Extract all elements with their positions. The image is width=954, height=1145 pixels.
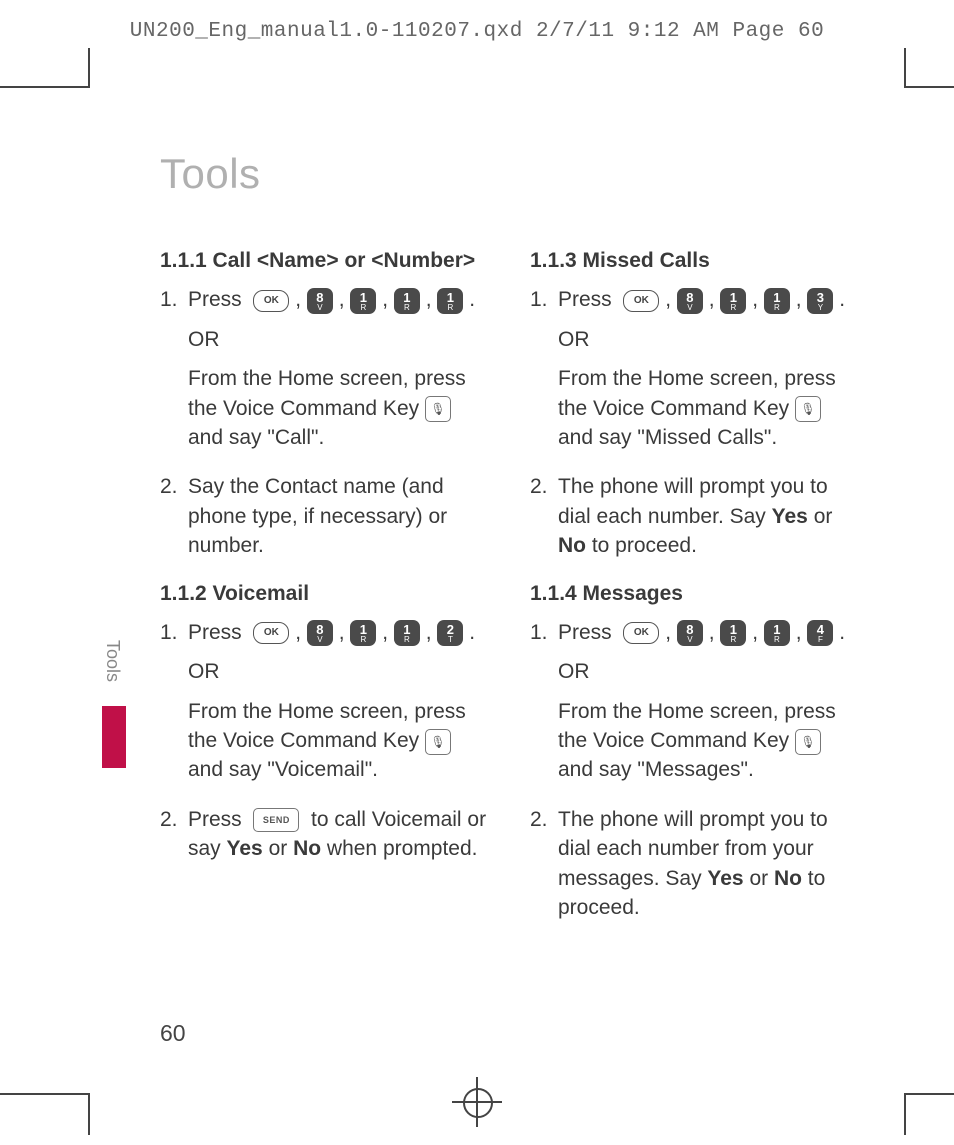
crop-mark — [904, 86, 954, 88]
press-label: Press — [188, 621, 242, 644]
side-tab-bar — [102, 706, 126, 768]
two-column-layout: 1.1.1 Call <Name> or <Number> 1. Press O… — [160, 228, 880, 932]
crop-mark — [88, 1095, 90, 1135]
side-tab-label: Tools — [102, 640, 123, 700]
print-slug: UN200_Eng_manual1.0-110207.qxd 2/7/11 9:… — [0, 20, 954, 43]
step-number: 2. — [160, 472, 182, 560]
step-114-1: 1. Press OK , 8V , 1R , 1R , 4F . OR Fro… — [530, 618, 860, 795]
side-tab: Tools — [102, 640, 126, 770]
voice-command-key-icon: 🎙 — [425, 729, 451, 755]
key-1-icon: 1R — [394, 288, 420, 314]
key-8-icon: 8V — [307, 620, 333, 646]
key-1-icon: 1R — [720, 288, 746, 314]
key-1-icon: 1R — [764, 288, 790, 314]
press-label: Press — [188, 288, 242, 311]
key-8-icon: 8V — [677, 620, 703, 646]
key-1-icon: 1R — [764, 620, 790, 646]
instruction-text: From the Home screen, press the Voice Co… — [188, 364, 490, 452]
crop-mark — [904, 48, 906, 88]
ok-key-icon: OK — [623, 622, 659, 644]
step-112-2: 2. Press SEND to call Voicemail or say Y… — [160, 805, 490, 864]
section-heading-112: 1.1.2 Voicemail — [160, 579, 490, 608]
section-heading-111: 1.1.1 Call <Name> or <Number> — [160, 246, 490, 275]
key-1-icon: 1R — [720, 620, 746, 646]
ok-key-icon: OK — [253, 290, 289, 312]
key-1-icon: 1R — [350, 288, 376, 314]
left-column: 1.1.1 Call <Name> or <Number> 1. Press O… — [160, 228, 490, 932]
step-111-1: 1. Press OK , 8V , 1R , 1R , 1R . OR Fro… — [160, 285, 490, 462]
or-label: OR — [558, 657, 860, 686]
crop-mark — [0, 1093, 90, 1095]
press-label: Press — [558, 288, 612, 311]
crop-mark — [904, 1095, 906, 1135]
right-column: 1.1.3 Missed Calls 1. Press OK , 8V , 1R… — [530, 228, 860, 932]
step-114-2: 2. The phone will prompt you to dial eac… — [530, 805, 860, 923]
step-111-2: 2. Say the Contact name (and phone type,… — [160, 472, 490, 560]
step-112-1: 1. Press OK , 8V , 1R , 1R , 2T . OR Fro… — [160, 618, 490, 795]
step-body: Press SEND to call Voicemail or say Yes … — [188, 805, 490, 864]
step-number: 2. — [530, 472, 552, 560]
step-113-2: 2. The phone will prompt you to dial eac… — [530, 472, 860, 560]
send-key-icon: SEND — [253, 808, 299, 832]
step-body: Press OK , 8V , 1R , 1R , 1R . OR From t… — [188, 285, 490, 462]
ok-key-icon: OK — [623, 290, 659, 312]
step-number: 1. — [530, 285, 552, 462]
key-2-icon: 2T — [437, 620, 463, 646]
key-4-icon: 4F — [807, 620, 833, 646]
page-number: 60 — [160, 1020, 186, 1047]
page-title: Tools — [160, 150, 880, 198]
voice-command-key-icon: 🎙 — [795, 729, 821, 755]
crop-mark — [0, 86, 90, 88]
key-8-icon: 8V — [307, 288, 333, 314]
step-body: Say the Contact name (and phone type, if… — [188, 472, 490, 560]
section-heading-114: 1.1.4 Messages — [530, 579, 860, 608]
crop-mark — [88, 48, 90, 88]
instruction-text: From the Home screen, press the Voice Co… — [558, 364, 860, 452]
instruction-text: From the Home screen, press the Voice Co… — [188, 697, 490, 785]
step-number: 2. — [530, 805, 552, 923]
or-label: OR — [188, 657, 490, 686]
or-label: OR — [188, 325, 490, 354]
crop-mark — [904, 1093, 954, 1095]
voice-command-key-icon: 🎙 — [795, 396, 821, 422]
ok-key-icon: OK — [253, 622, 289, 644]
page-content: Tools 1.1.1 Call <Name> or <Number> 1. P… — [160, 150, 880, 932]
voice-command-key-icon: 🎙 — [425, 396, 451, 422]
key-8-icon: 8V — [677, 288, 703, 314]
or-label: OR — [558, 325, 860, 354]
instruction-text: From the Home screen, press the Voice Co… — [558, 697, 860, 785]
step-body: The phone will prompt you to dial each n… — [558, 472, 860, 560]
section-heading-113: 1.1.3 Missed Calls — [530, 246, 860, 275]
key-3-icon: 3Y — [807, 288, 833, 314]
press-label: Press — [558, 621, 612, 644]
step-body: Press OK , 8V , 1R , 1R , 3Y . OR From t… — [558, 285, 860, 462]
registration-mark — [452, 1077, 502, 1127]
key-1-icon: 1R — [437, 288, 463, 314]
step-number: 1. — [160, 285, 182, 462]
key-1-icon: 1R — [350, 620, 376, 646]
step-body: The phone will prompt you to dial each n… — [558, 805, 860, 923]
step-number: 2. — [160, 805, 182, 864]
step-number: 1. — [530, 618, 552, 795]
step-body: Press OK , 8V , 1R , 1R , 4F . OR From t… — [558, 618, 860, 795]
key-1-icon: 1R — [394, 620, 420, 646]
step-number: 1. — [160, 618, 182, 795]
step-body: Press OK , 8V , 1R , 1R , 2T . OR From t… — [188, 618, 490, 795]
step-113-1: 1. Press OK , 8V , 1R , 1R , 3Y . OR Fro… — [530, 285, 860, 462]
